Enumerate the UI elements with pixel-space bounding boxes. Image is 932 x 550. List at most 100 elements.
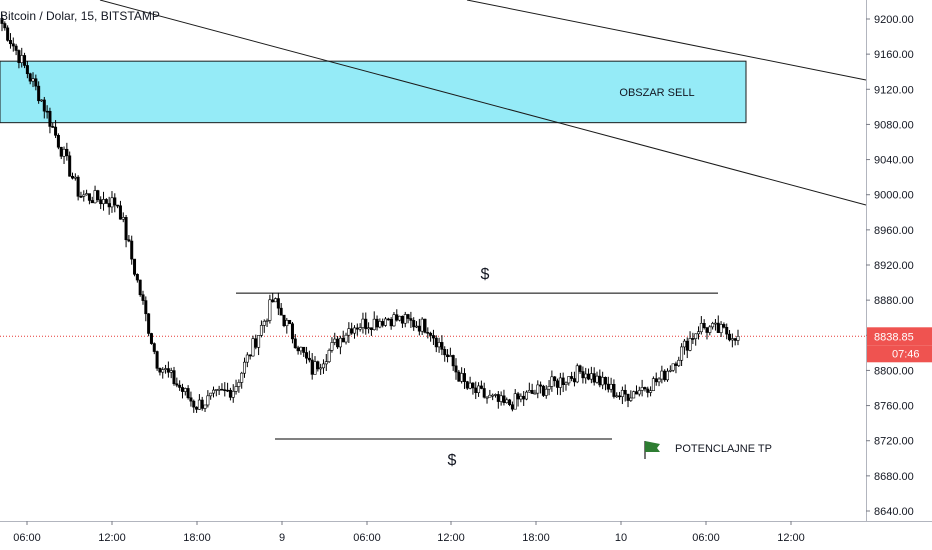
candle-body (279, 307, 283, 316)
candle (609, 377, 613, 393)
candle (578, 364, 582, 374)
price-tick-label: 8880.00 (874, 295, 914, 307)
candle-body (130, 240, 134, 260)
candle-body (640, 387, 644, 391)
candle (34, 74, 38, 91)
candle (333, 332, 337, 346)
candle-body (462, 373, 466, 382)
candle (505, 397, 509, 404)
candle (257, 335, 261, 356)
candle-body (663, 370, 667, 381)
candle (682, 338, 686, 355)
candle-body (567, 376, 571, 384)
candle (384, 317, 388, 327)
candle-body (680, 346, 684, 361)
candle-body (510, 404, 514, 410)
candle-body (299, 346, 303, 352)
price-tick-label: 8680.00 (874, 471, 914, 483)
candle-body (333, 338, 337, 343)
candle (175, 377, 179, 388)
candle (211, 386, 215, 398)
candle (375, 315, 379, 331)
candle (251, 335, 255, 357)
candle (400, 315, 404, 328)
candle-body (110, 197, 114, 208)
candle (615, 392, 619, 398)
candle (243, 357, 247, 378)
candle (96, 189, 100, 203)
candle (493, 393, 497, 398)
candle (364, 312, 368, 335)
candle-body (482, 388, 486, 398)
candle-body (195, 406, 199, 410)
candle (118, 200, 122, 220)
candle (468, 376, 472, 390)
candle-body (144, 300, 148, 315)
candle-body (403, 314, 407, 324)
flag-cloth (645, 441, 660, 452)
candle (386, 317, 390, 321)
candle-body (133, 258, 137, 275)
symbol-title: Bitcoin / Dolar, 15, BITSTAMP (0, 9, 160, 23)
candle (561, 372, 565, 393)
candle (491, 393, 495, 401)
candle-body (384, 318, 388, 326)
flag-icon (644, 441, 660, 459)
candle-body (556, 380, 560, 388)
candle (663, 369, 667, 382)
candle (79, 191, 83, 199)
candle (87, 193, 91, 205)
candle (443, 346, 447, 362)
candle (544, 385, 548, 399)
candle (572, 371, 576, 387)
candle (23, 52, 27, 69)
candle (462, 368, 466, 389)
candle (533, 389, 537, 395)
candle (240, 371, 244, 389)
candle (575, 363, 579, 384)
tp-label: POTENCLAJNE TP (675, 443, 772, 455)
candle-body (713, 322, 717, 325)
candle (226, 382, 230, 393)
candle (584, 367, 588, 384)
candle (20, 47, 24, 68)
candle (271, 293, 275, 303)
candle-body (214, 389, 218, 391)
candle-body (90, 200, 94, 204)
candle (127, 235, 131, 243)
candle-body (17, 50, 21, 63)
candle-body (149, 333, 153, 344)
candle (541, 384, 545, 397)
candle-body (113, 197, 117, 206)
candle-body (189, 397, 193, 402)
candle-body (62, 148, 66, 157)
candle-body (429, 332, 433, 336)
candle-body (708, 326, 712, 333)
candle (651, 376, 655, 392)
candle-body (248, 354, 252, 357)
candle-body (491, 394, 495, 397)
candle-body (87, 193, 91, 201)
candle (460, 367, 464, 384)
candle-body (685, 340, 689, 351)
candle (186, 385, 190, 400)
candle-body (254, 338, 258, 348)
candle (601, 371, 605, 390)
candle-body (31, 78, 35, 82)
candle-body (603, 377, 607, 385)
candle-body (651, 378, 655, 391)
candle-body (519, 395, 523, 400)
candle-body (28, 73, 32, 82)
candle (25, 61, 29, 79)
candle-body (183, 388, 187, 392)
last-price-badge (867, 327, 932, 346)
candle-body (666, 370, 670, 381)
candle (395, 309, 399, 322)
candle-body (341, 337, 345, 343)
candle-body (310, 359, 314, 375)
candle-body (623, 389, 627, 395)
candle-body (643, 387, 647, 390)
candle-body (448, 355, 452, 358)
candle (640, 379, 644, 397)
